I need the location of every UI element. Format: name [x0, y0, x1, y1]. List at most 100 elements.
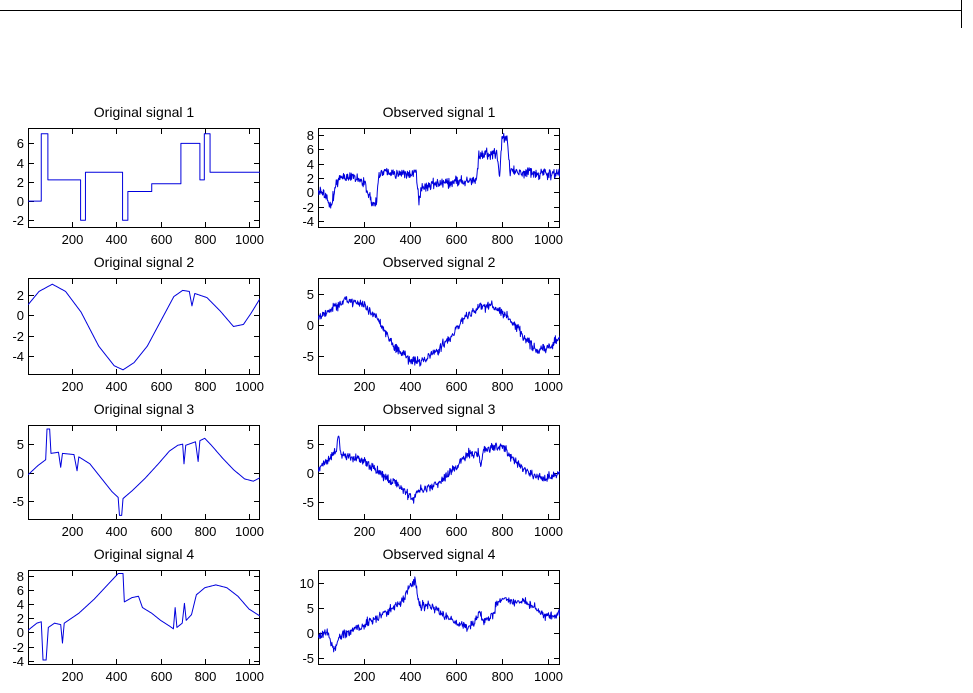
svg-text:1000: 1000 — [235, 669, 264, 684]
svg-text:800: 800 — [195, 524, 217, 539]
svg-text:600: 600 — [446, 524, 468, 539]
svg-text:1000: 1000 — [235, 379, 264, 394]
svg-text:400: 400 — [400, 669, 422, 684]
svg-text:800: 800 — [195, 379, 217, 394]
svg-text:1000: 1000 — [534, 232, 563, 247]
svg-text:400: 400 — [106, 524, 128, 539]
svg-text:5: 5 — [307, 287, 314, 302]
plot-title: Original signal 1 — [93, 104, 195, 120]
svg-text:0: 0 — [17, 466, 24, 481]
svg-text:800: 800 — [492, 669, 514, 684]
svg-text:4: 4 — [307, 157, 314, 172]
svg-text:1000: 1000 — [534, 379, 563, 394]
svg-text:2: 2 — [17, 611, 24, 626]
svg-text:8: 8 — [307, 128, 314, 143]
svg-text:2: 2 — [307, 171, 314, 186]
svg-text:400: 400 — [106, 669, 128, 684]
plot-title: Original signal 3 — [93, 401, 195, 417]
plot-canvas-observed-signal-2: 200 400 600 800 1000 5 0 -5 — [302, 278, 563, 394]
svg-text:400: 400 — [106, 232, 128, 247]
svg-text:600: 600 — [151, 669, 173, 684]
svg-text:-2: -2 — [12, 329, 24, 344]
svg-text:6: 6 — [307, 142, 314, 157]
page-top-rule — [0, 10, 962, 11]
subplot-observed-signal-1: Observed signal 1 200 400 600 800 1000 8 6 4 2 0-… — [290, 102, 570, 250]
svg-text:200: 200 — [354, 524, 376, 539]
plot-title: Observed signal 1 — [382, 104, 496, 120]
svg-text:400: 400 — [400, 379, 422, 394]
svg-text:800: 800 — [492, 232, 514, 247]
svg-text:600: 600 — [151, 379, 173, 394]
svg-text:200: 200 — [62, 524, 84, 539]
svg-text:-2: -2 — [302, 200, 314, 215]
svg-text:-5: -5 — [302, 495, 314, 510]
svg-text:-5: -5 — [302, 349, 314, 364]
plot-title: Observed signal 2 — [382, 254, 496, 270]
svg-text:200: 200 — [62, 379, 84, 394]
svg-text:0: 0 — [307, 626, 314, 641]
subplot-original-signal-4: Original signal 4 200 400 600 800 1000 8 6 4 2 0-… — [0, 544, 270, 687]
svg-text:0: 0 — [17, 194, 24, 209]
svg-text:5: 5 — [307, 601, 314, 616]
plot-canvas-original-signal-3: 200 400 600 800 1000 5 0 -5 — [12, 425, 264, 539]
plot-canvas-observed-signal-3: 200 400 600 800 1000 5 0 -5 — [302, 425, 563, 539]
svg-text:200: 200 — [354, 379, 376, 394]
svg-text:0: 0 — [17, 308, 24, 323]
svg-text:5: 5 — [17, 437, 24, 452]
svg-text:400: 400 — [400, 232, 422, 247]
svg-text:-5: -5 — [12, 494, 24, 509]
svg-text:200: 200 — [62, 232, 84, 247]
svg-text:10: 10 — [300, 576, 314, 591]
svg-text:0: 0 — [17, 625, 24, 640]
svg-text:200: 200 — [62, 669, 84, 684]
svg-text:0: 0 — [307, 466, 314, 481]
svg-text:-4: -4 — [302, 214, 314, 229]
svg-text:6: 6 — [17, 136, 24, 151]
plot-canvas-original-signal-1: 200 400 600 800 1000 6 4 2 0 -2 — [12, 128, 264, 247]
svg-text:0: 0 — [307, 318, 314, 333]
subplot-original-signal-1: Original signal 1 200 400 600 800 1000 6 4 2 0 -2 — [0, 102, 270, 250]
svg-text:800: 800 — [492, 524, 514, 539]
svg-text:200: 200 — [354, 232, 376, 247]
svg-text:-4: -4 — [12, 349, 24, 364]
svg-text:-5: -5 — [302, 651, 314, 666]
svg-text:800: 800 — [492, 379, 514, 394]
plot-title: Original signal 4 — [93, 546, 195, 562]
svg-text:600: 600 — [151, 232, 173, 247]
svg-text:600: 600 — [446, 669, 468, 684]
plot-canvas-original-signal-2: 200 400 600 800 1000 2 0 -2 -4 — [12, 278, 264, 394]
svg-text:8: 8 — [17, 570, 24, 584]
svg-text:4: 4 — [17, 597, 24, 612]
svg-text:-4: -4 — [12, 654, 24, 669]
svg-text:2: 2 — [17, 175, 24, 190]
svg-text:1000: 1000 — [235, 232, 264, 247]
svg-text:600: 600 — [151, 524, 173, 539]
svg-text:600: 600 — [446, 379, 468, 394]
plot-title: Observed signal 4 — [382, 546, 496, 562]
svg-text:200: 200 — [354, 669, 376, 684]
svg-text:6: 6 — [17, 583, 24, 598]
svg-text:1000: 1000 — [534, 524, 563, 539]
svg-text:400: 400 — [106, 379, 128, 394]
subplot-original-signal-3: Original signal 3 200 400 600 800 1000 5 0 -5 — [0, 399, 270, 542]
svg-text:600: 600 — [446, 232, 468, 247]
plot-title: Original signal 2 — [93, 254, 195, 270]
svg-text:-2: -2 — [12, 640, 24, 655]
svg-text:1000: 1000 — [534, 669, 563, 684]
svg-text:-2: -2 — [12, 213, 24, 228]
svg-text:5: 5 — [307, 437, 314, 452]
svg-text:800: 800 — [195, 669, 217, 684]
page-right-rule — [961, 0, 962, 28]
subplot-original-signal-2: Original signal 2 200 400 600 800 1000 2 0 -2 -4 — [0, 252, 270, 397]
plot-canvas-observed-signal-4: 200 400 600 800 1000 10 5 0 -5 — [300, 570, 563, 684]
plot-title: Observed signal 3 — [382, 401, 496, 417]
subplot-observed-signal-3: Observed signal 3 200 400 600 800 1000 5 0 -5 — [290, 399, 570, 542]
svg-text:0: 0 — [307, 185, 314, 200]
svg-text:4: 4 — [17, 156, 24, 171]
svg-text:800: 800 — [195, 232, 217, 247]
svg-text:2: 2 — [17, 288, 24, 303]
subplot-observed-signal-4: Observed signal 4 200 400 600 800 1000 10 5 0 -5 — [290, 544, 570, 687]
